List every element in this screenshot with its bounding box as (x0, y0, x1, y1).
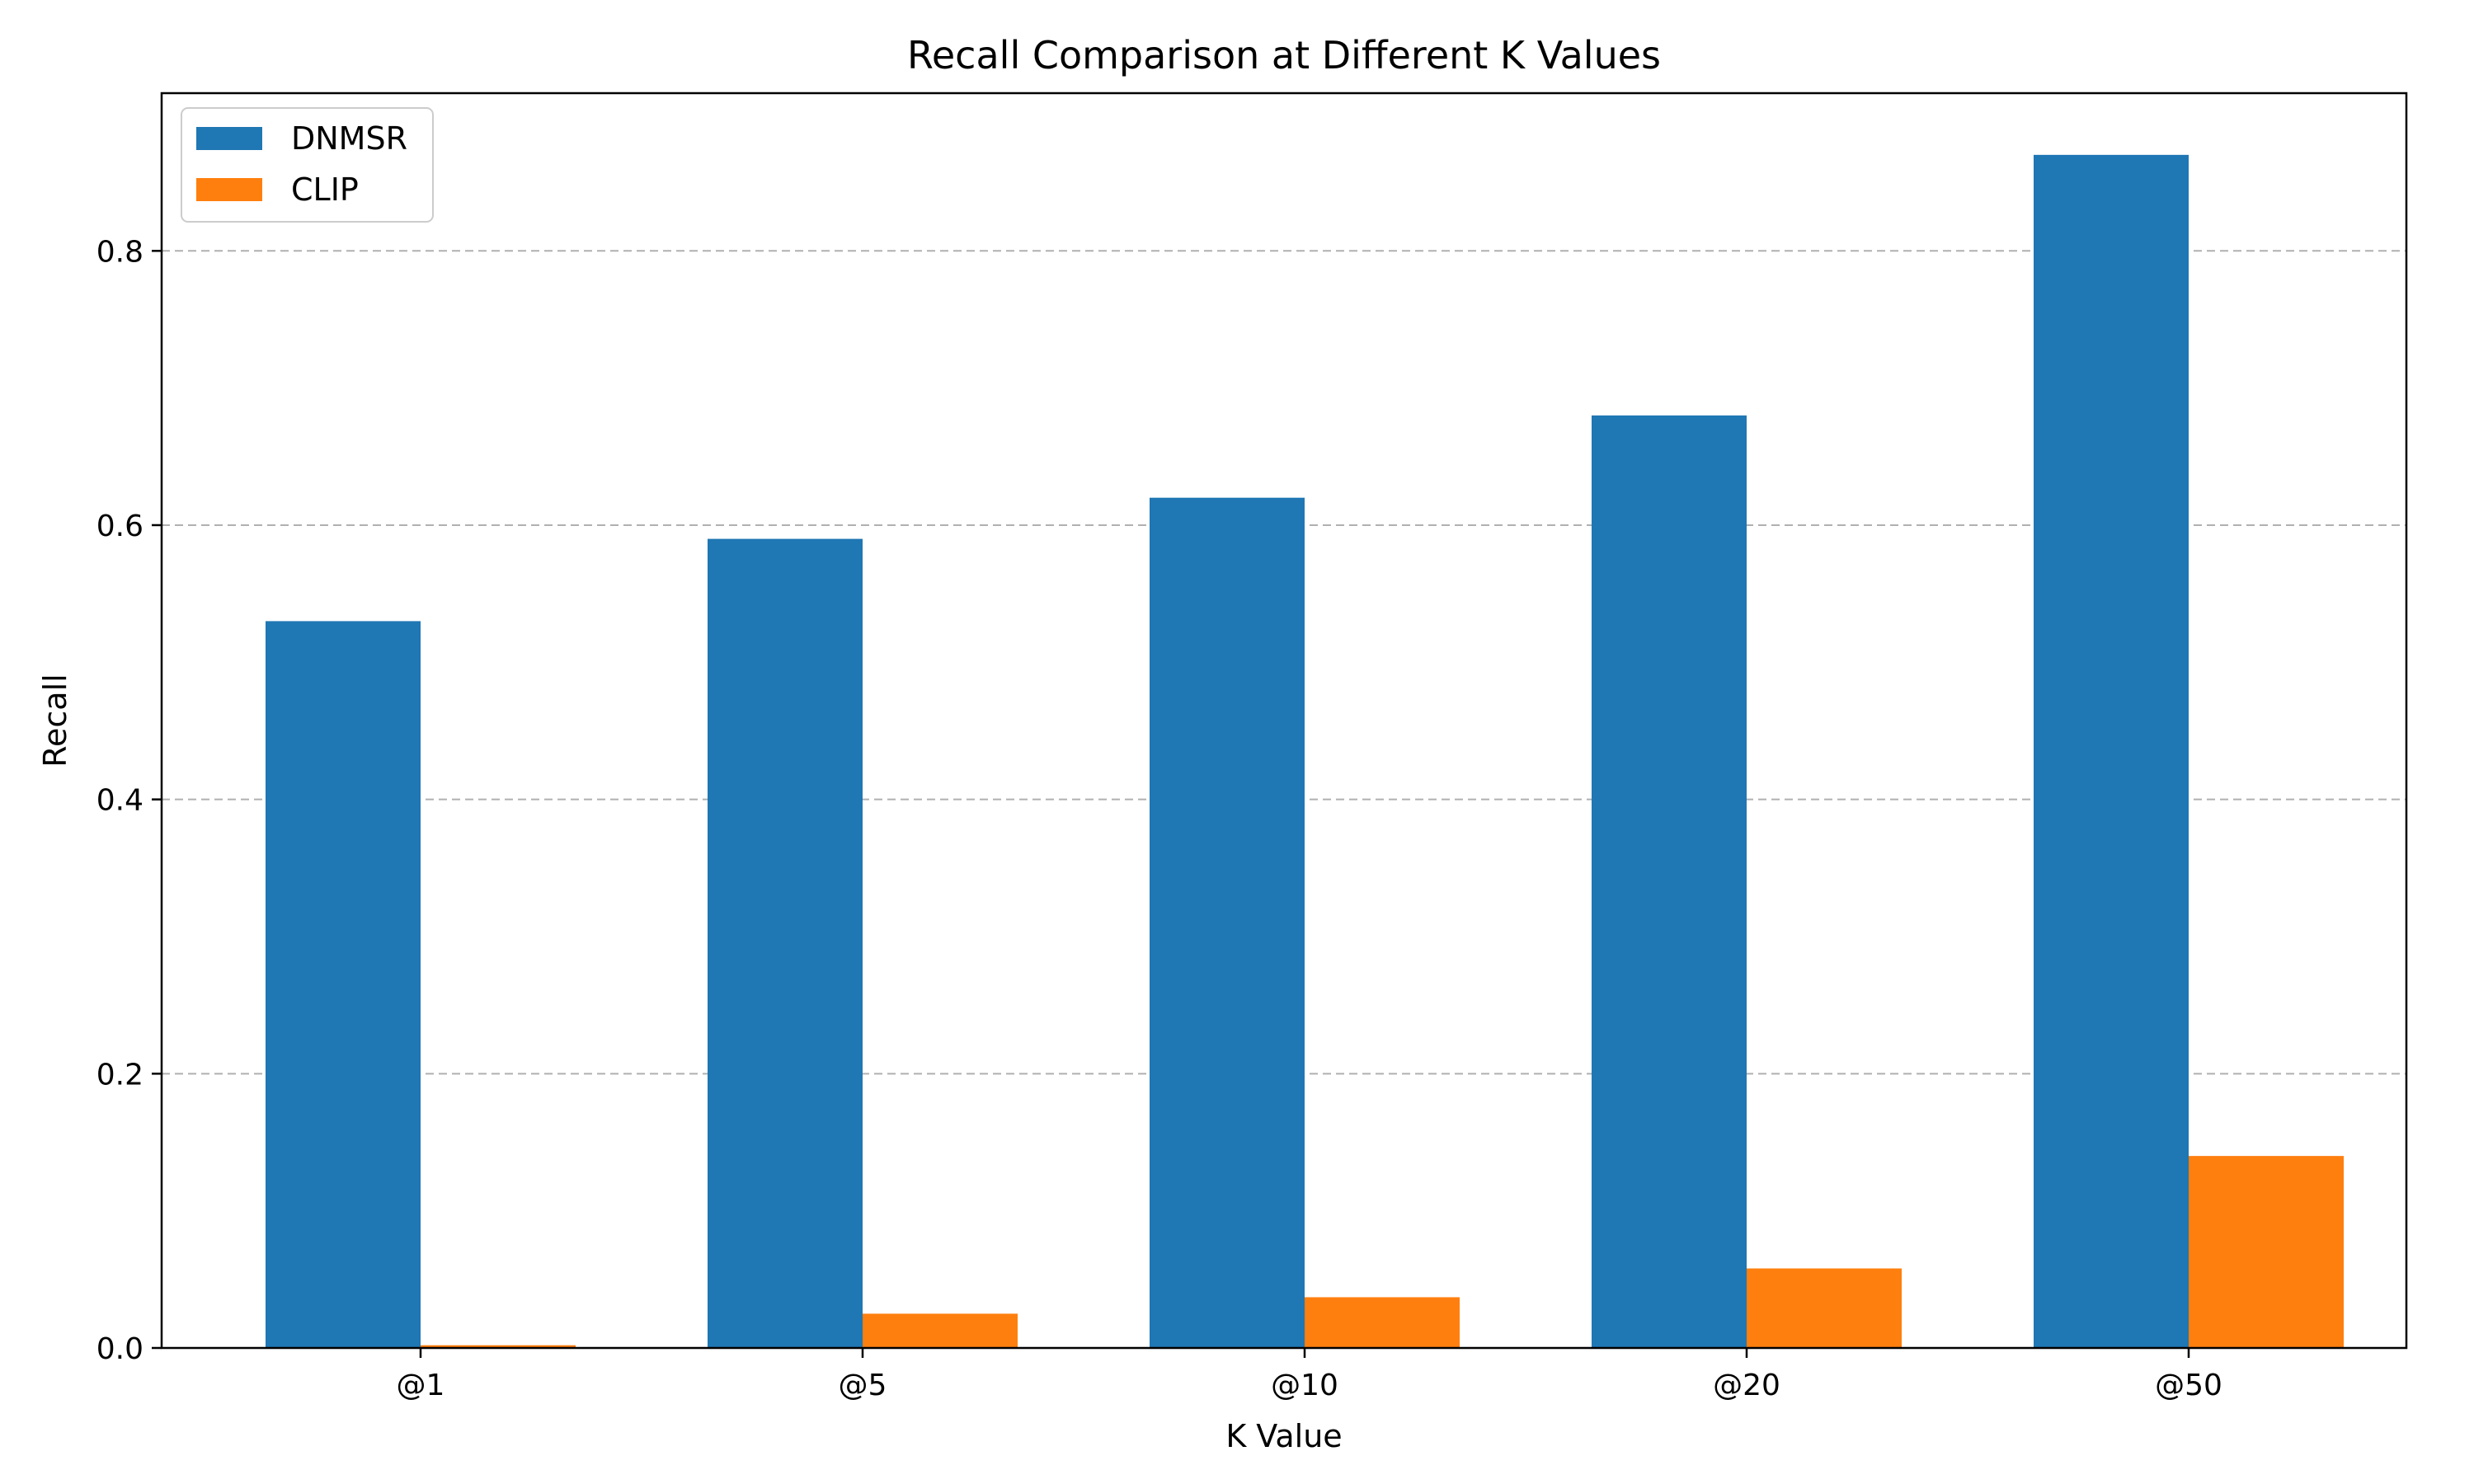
y-tick-label-2: 0.4 (96, 784, 143, 818)
legend-swatch-dnmsr (196, 127, 262, 150)
legend-swatch-clip (196, 178, 262, 201)
bar-dnmsr-0 (266, 621, 421, 1348)
y-tick-label-4: 0.8 (96, 235, 143, 269)
x-tick-label-4: @50 (2155, 1369, 2222, 1402)
legend: DNMSR CLIP (181, 107, 434, 223)
bar-dnmsr-3 (1592, 415, 1747, 1348)
y-tick-label-1: 0.2 (96, 1058, 143, 1092)
legend-label-clip: CLIP (291, 171, 359, 208)
bar-dnmsr-1 (708, 538, 863, 1348)
bar-clip-0 (421, 1345, 576, 1348)
legend-label-dnmsr: DNMSR (291, 120, 407, 157)
chart-title: Recall Comparison at Different K Values (907, 33, 1661, 77)
x-tick-label-1: @5 (839, 1369, 887, 1402)
x-tick-label-2: @10 (1271, 1369, 1338, 1402)
bar-clip-2 (1305, 1297, 1460, 1348)
bar-clip-1 (863, 1313, 1018, 1348)
x-tick-label-3: @20 (1713, 1369, 1780, 1402)
bar-clip-3 (1747, 1268, 1902, 1348)
x-tick-label-0: @1 (397, 1369, 445, 1402)
bars (266, 154, 2344, 1349)
bar-dnmsr-2 (1150, 497, 1305, 1348)
y-tick-label-0: 0.0 (96, 1332, 143, 1366)
plot-frame (160, 92, 2408, 1350)
bar-clip-4 (2189, 1156, 2344, 1348)
y-axis-label: Recall (37, 674, 73, 767)
x-axis-label: K Value (1225, 1418, 1342, 1454)
bar-dnmsr-4 (2034, 154, 2189, 1349)
axes-ticks: 0.0 0.2 0.4 0.6 0.8 @1 @5 @10 @20 @50 (96, 235, 2222, 1402)
y-tick-label-3: 0.6 (96, 510, 143, 543)
